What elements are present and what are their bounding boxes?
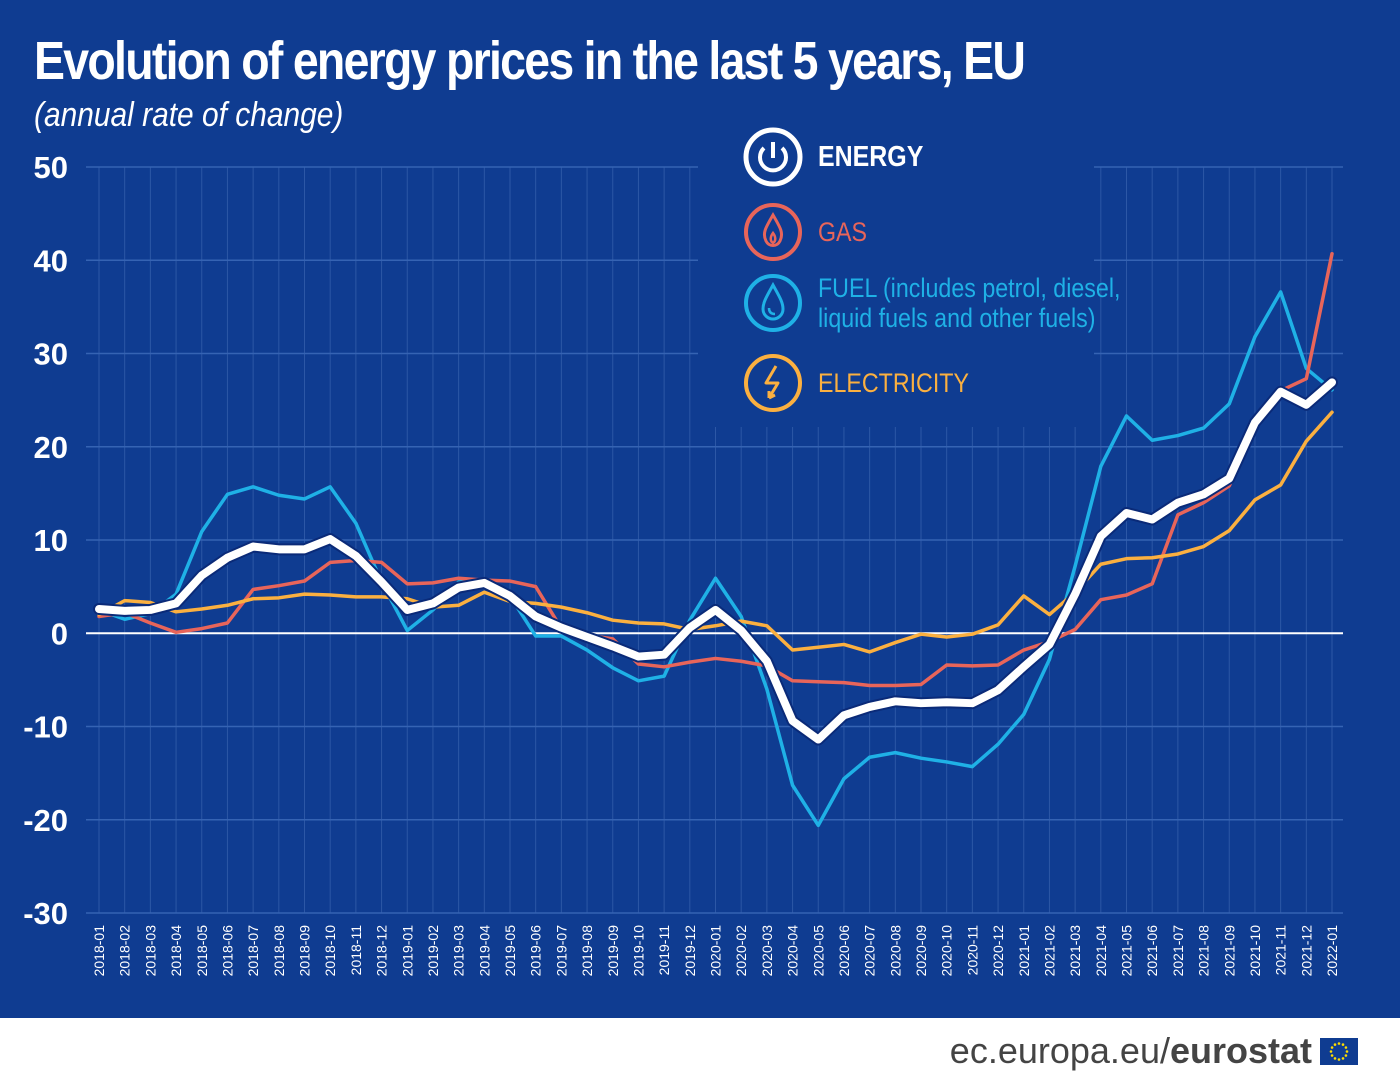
x-tick-label: 2021-12 xyxy=(1298,925,1314,977)
x-tick-label: 2019-10 xyxy=(630,925,646,977)
x-tick-label: 2020-04 xyxy=(785,925,801,977)
legend-label: GAS xyxy=(818,217,867,247)
flame-icon xyxy=(744,203,802,261)
legend-label-line: FUEL (includes petrol, diesel, xyxy=(818,273,1121,303)
y-tick-label: 0 xyxy=(51,616,68,651)
y-tick-label: 30 xyxy=(34,337,68,372)
x-tick-label: 2020-05 xyxy=(810,925,826,977)
x-tick-label: 2018-03 xyxy=(142,925,158,977)
x-tick-label: 2019-06 xyxy=(528,925,544,977)
x-tick-label: 2022-01 xyxy=(1324,925,1340,977)
y-tick-label: -10 xyxy=(23,710,68,745)
x-tick-label: 2018-06 xyxy=(219,925,235,977)
legend-label: FUEL (includes petrol, diesel, liquid fue… xyxy=(818,273,1120,333)
x-tick-label: 2018-10 xyxy=(322,925,338,977)
series-energy xyxy=(93,376,1338,746)
x-tick-label: 2021-03 xyxy=(1067,925,1083,977)
chart-panel: 50 40 30 20 10 0 -10 -20 -30 2018-01 2018-02 2018-0… xyxy=(0,0,1400,1018)
x-tick-label: 2021-06 xyxy=(1144,925,1160,977)
legend-label-line: GAS xyxy=(818,217,868,247)
x-tick-label: 2020-09 xyxy=(913,925,929,977)
power-icon xyxy=(743,127,803,187)
x-tick-label: 2019-08 xyxy=(579,925,595,977)
x-tick-label: 2019-04 xyxy=(476,925,492,977)
footer: ec.europa.eu/eurostat xyxy=(0,1018,1400,1091)
x-tick-label: 2020-01 xyxy=(708,925,724,977)
chart-title: Evolution of energy prices in the last 5… xyxy=(34,31,1026,91)
x-tick-label: 2021-04 xyxy=(1093,925,1109,977)
lightning-icon xyxy=(744,354,802,412)
legend-label-line: ENERGY xyxy=(818,141,924,173)
x-tick-label: 2019-11 xyxy=(656,925,672,976)
x-tick-label: 2021-10 xyxy=(1247,925,1263,977)
chart-subtitle: (annual rate of change) xyxy=(34,96,344,134)
x-tick-label: 2021-01 xyxy=(1016,925,1032,977)
site-brand: eurostat xyxy=(1169,1030,1312,1071)
legend-item: ELECTRICITY xyxy=(742,352,994,414)
x-tick-label: 2019-02 xyxy=(425,925,441,977)
x-tick-label: 2018-02 xyxy=(117,925,133,977)
x-tick-label: 2020-10 xyxy=(939,925,955,977)
x-tick-label: 2021-05 xyxy=(1119,925,1135,977)
y-tick-label: 50 xyxy=(34,150,68,185)
legend-label-line: ELECTRICITY xyxy=(818,368,969,398)
x-tick-label: 2020-03 xyxy=(759,925,775,977)
x-tick-label: 2020-06 xyxy=(836,925,852,977)
x-tick-label: 2020-07 xyxy=(862,925,878,977)
legend-label: ELECTRICITY xyxy=(818,368,969,398)
site-prefix: ec.europa.eu/ xyxy=(949,1030,1170,1071)
series-fuel xyxy=(97,290,1334,828)
legend-label-line: liquid fuels and other fuels) xyxy=(818,303,1096,333)
legend-label: ENERGY xyxy=(818,142,923,172)
x-tick-label: 2018-07 xyxy=(245,925,261,977)
x-tick-label: 2019-03 xyxy=(451,925,467,977)
x-tick-label: 2019-12 xyxy=(682,925,698,977)
x-tick-label: 2019-09 xyxy=(605,925,621,977)
x-tick-label: 2018-12 xyxy=(374,925,390,977)
droplet-icon xyxy=(744,274,802,332)
series-electricity xyxy=(97,410,1334,654)
x-tick-label: 2018-04 xyxy=(168,925,184,977)
x-tick-label: 2019-01 xyxy=(399,925,415,977)
x-tick-label: 2020-02 xyxy=(733,925,749,977)
legend-item: FUEL (includes petrol, diesel, liquid fue… xyxy=(742,272,1170,334)
x-tick-label: 2021-08 xyxy=(1196,925,1212,977)
x-tick-label: 2021-07 xyxy=(1170,925,1186,977)
x-tick-label: 2020-08 xyxy=(887,925,903,977)
x-tick-label: 2021-02 xyxy=(1041,925,1057,977)
legend-item: ENERGY xyxy=(742,126,940,188)
x-tick-label: 2021-11 xyxy=(1273,925,1289,976)
legend-item: GAS xyxy=(742,201,875,263)
line-chart: 50 40 30 20 10 0 -10 -20 -30 2018-01 2018-02 2018-0… xyxy=(23,150,1343,977)
x-tick-label: 2019-07 xyxy=(553,925,569,977)
y-tick-label: 20 xyxy=(34,430,68,465)
y-tick-label: 40 xyxy=(34,243,68,278)
x-tick-label: 2021-09 xyxy=(1221,925,1237,977)
x-tick-label: 2020-11 xyxy=(964,925,980,976)
eurostat-link[interactable]: ec.europa.eu/eurostat xyxy=(950,1030,1312,1072)
y-tick-label: -20 xyxy=(23,803,68,838)
x-tick-label: 2020-12 xyxy=(990,925,1006,977)
x-tick-label: 2018-08 xyxy=(271,925,287,977)
x-tick-label: 2018-09 xyxy=(297,925,313,977)
x-tick-label: 2018-01 xyxy=(91,925,107,977)
eu-flag-icon xyxy=(1320,1038,1358,1065)
x-tick-label: 2018-05 xyxy=(194,925,210,977)
x-tick-label: 2018-11 xyxy=(348,925,364,976)
y-tick-label: 10 xyxy=(34,523,68,558)
y-tick-label: -30 xyxy=(23,896,68,931)
x-tick-label: 2019-05 xyxy=(502,925,518,977)
